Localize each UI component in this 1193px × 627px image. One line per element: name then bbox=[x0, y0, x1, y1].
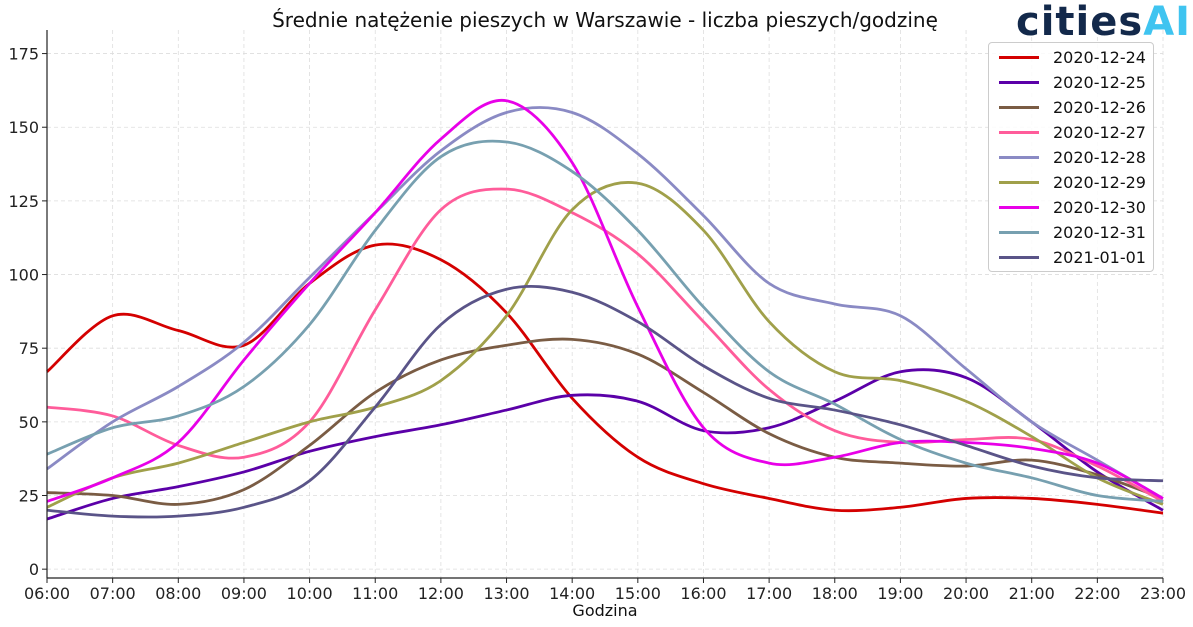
x-tick-label: 18:00 bbox=[812, 584, 858, 603]
x-tick-label: 11:00 bbox=[352, 584, 398, 603]
series-line-2020-12-28 bbox=[46, 106, 1164, 500]
legend-item: 2020-12-25 bbox=[989, 70, 1153, 95]
legend-item: 2020-12-26 bbox=[989, 95, 1153, 120]
x-tick-label: 13:00 bbox=[483, 584, 529, 603]
legend-swatch bbox=[999, 106, 1039, 109]
x-tick-label: 17:00 bbox=[746, 584, 792, 603]
series-line-2020-12-27 bbox=[46, 187, 1164, 503]
x-tick-label: 07:00 bbox=[90, 584, 136, 603]
legend-item: 2020-12-27 bbox=[989, 120, 1153, 145]
y-tick-label: 50 bbox=[19, 413, 39, 432]
legend-label: 2020-12-26 bbox=[1053, 98, 1146, 117]
legend-label: 2020-12-30 bbox=[1053, 198, 1146, 217]
x-tick-label: 19:00 bbox=[877, 584, 923, 603]
series-line-2021-01-01 bbox=[46, 285, 1164, 519]
series-line-2020-12-29 bbox=[46, 181, 1164, 509]
logo-text-ai: AI bbox=[1143, 0, 1192, 45]
legend-swatch bbox=[999, 131, 1039, 134]
series-lines bbox=[46, 98, 1164, 521]
legend-label: 2020-12-28 bbox=[1053, 148, 1146, 167]
series-line-2020-12-31 bbox=[46, 139, 1164, 503]
series-line-2020-12-25 bbox=[46, 368, 1164, 521]
logo-text-cities: cities bbox=[1016, 0, 1144, 45]
x-tick-label: 15:00 bbox=[615, 584, 661, 603]
legend: 2020-12-24 2020-12-25 2020-12-26 2020-12-27… bbox=[988, 42, 1154, 272]
citiesai-logo: citiesAI bbox=[1016, 0, 1191, 44]
x-tick-label: 23:00 bbox=[1140, 584, 1186, 603]
legend-item: 2020-12-29 bbox=[989, 170, 1153, 195]
series-line-2020-12-30 bbox=[46, 98, 1164, 503]
legend-label: 2021-01-01 bbox=[1053, 248, 1146, 267]
x-tick-label: 08:00 bbox=[155, 584, 201, 603]
legend-item: 2020-12-28 bbox=[989, 145, 1153, 170]
legend-label: 2020-12-29 bbox=[1053, 173, 1146, 192]
y-tick-label: 125 bbox=[8, 192, 39, 211]
x-tick-label: 12:00 bbox=[418, 584, 464, 603]
legend-swatch bbox=[999, 156, 1039, 159]
chart-title: Średnie natężenie pieszych w Warszawie -… bbox=[272, 8, 938, 32]
axes: 0 25 50 75 100 125 150 175 06:00 07:00 08:00 09:00 1… bbox=[8, 30, 1186, 603]
legend-swatch bbox=[999, 81, 1039, 84]
legend-swatch bbox=[999, 231, 1039, 234]
x-tick-label: 10:00 bbox=[287, 584, 333, 603]
x-tick-label: 22:00 bbox=[1074, 584, 1120, 603]
y-tick-label: 75 bbox=[19, 339, 39, 358]
x-tick-label: 16:00 bbox=[680, 584, 726, 603]
legend-swatch bbox=[999, 181, 1039, 184]
legend-label: 2020-12-24 bbox=[1053, 48, 1146, 67]
x-tick-label: 06:00 bbox=[24, 584, 70, 603]
x-tick-label: 20:00 bbox=[943, 584, 989, 603]
legend-label: 2020-12-25 bbox=[1053, 73, 1146, 92]
grid bbox=[46, 30, 1164, 578]
y-tick-label: 150 bbox=[8, 118, 39, 137]
y-tick-label: 175 bbox=[8, 45, 39, 64]
y-tick-label: 100 bbox=[8, 266, 39, 285]
legend-swatch bbox=[999, 256, 1039, 259]
y-tick-label: 0 bbox=[29, 560, 39, 579]
legend-item: 2020-12-24 bbox=[989, 45, 1153, 70]
x-axis-label: Godzina bbox=[572, 601, 637, 620]
x-tick-label: 14:00 bbox=[549, 584, 595, 603]
legend-swatch bbox=[999, 56, 1039, 59]
x-tick-label: 09:00 bbox=[221, 584, 267, 603]
legend-label: 2020-12-31 bbox=[1053, 223, 1146, 242]
legend-swatch bbox=[999, 206, 1039, 209]
series-line-2020-12-24 bbox=[46, 242, 1164, 515]
x-tick-label: 21:00 bbox=[1009, 584, 1055, 603]
legend-item: 2020-12-31 bbox=[989, 220, 1153, 245]
legend-item: 2021-01-01 bbox=[989, 245, 1153, 270]
legend-item: 2020-12-30 bbox=[989, 195, 1153, 220]
legend-label: 2020-12-27 bbox=[1053, 123, 1146, 142]
y-tick-label: 25 bbox=[19, 487, 39, 506]
